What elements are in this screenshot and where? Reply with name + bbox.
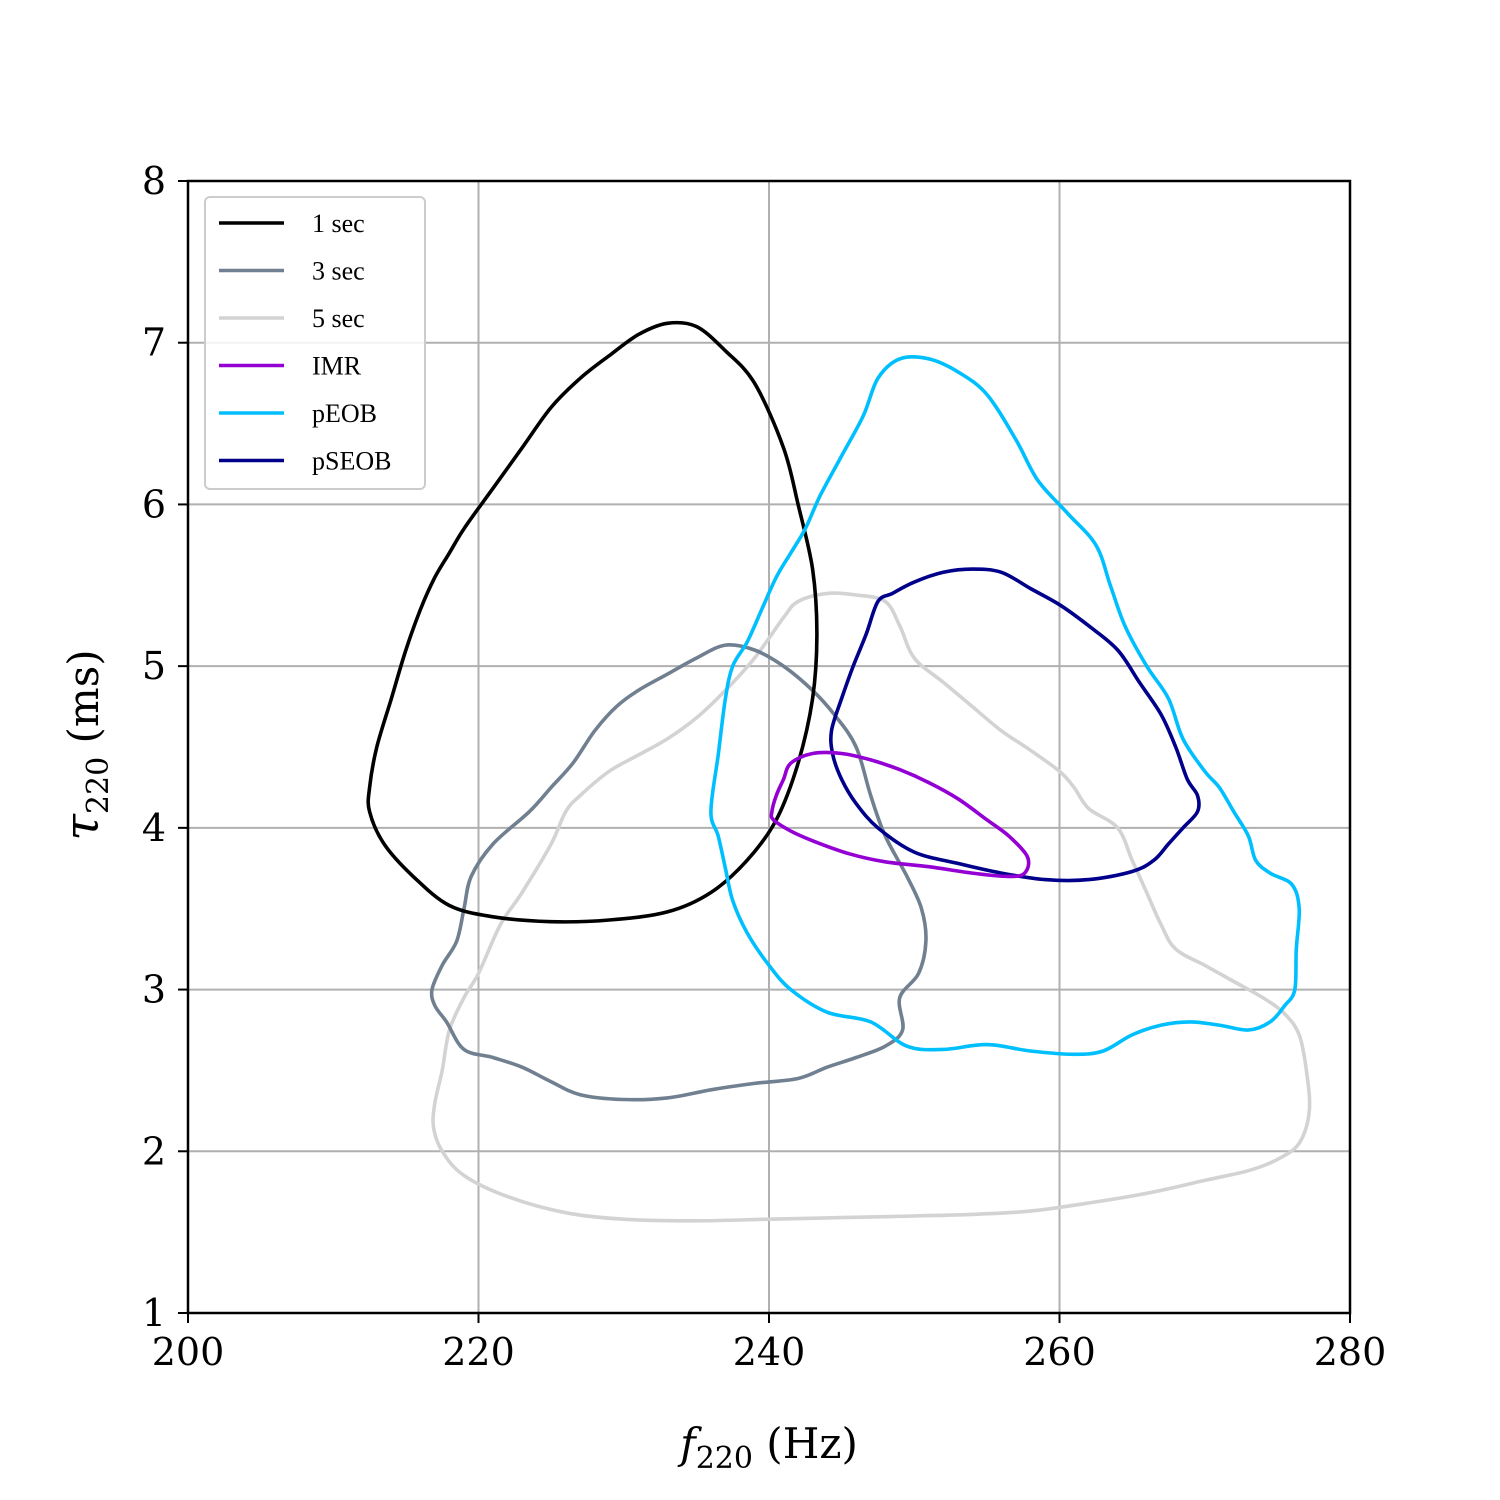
y-axis-subscript: 220: [81, 757, 116, 814]
grid: [187, 180, 1351, 1314]
legend-label-pseob: pSEOB: [312, 447, 391, 476]
contour-peob: [709, 355, 1302, 1057]
x-tick-label: 200: [152, 1330, 225, 1374]
y-tick-label: 5: [142, 644, 166, 688]
y-tick-label: 3: [142, 968, 166, 1012]
x-tick-label: 280: [1314, 1330, 1387, 1374]
axis-ticks: 200 220 240 260 280 1 2 3 4 5 6 7 8: [142, 159, 1386, 1374]
legend-label-peob: pEOB: [312, 399, 377, 428]
y-axis-symbol: τ: [54, 813, 110, 841]
x-tick-label: 220: [442, 1330, 515, 1374]
legend-label-imr: IMR: [312, 352, 362, 381]
legend-label-5-sec: 5 sec: [312, 304, 365, 333]
contour-series: [366, 320, 1312, 1223]
legend-box: [204, 196, 426, 490]
y-tick-label: 8: [142, 159, 166, 203]
y-tick-label: 7: [142, 321, 166, 365]
legend: 1 sec 3 sec 5 sec IMR pEOB pSEOB: [204, 196, 426, 490]
x-tick-label: 240: [733, 1330, 806, 1374]
y-tick-label: 2: [142, 1129, 166, 1173]
x-axis-label: f220 (Hz): [677, 1419, 858, 1476]
legend-items: 1 sec 3 sec 5 sec IMR pEOB pSEOB: [219, 209, 391, 476]
y-axis-label: τ220 (ms): [54, 649, 116, 840]
contour-imr: [769, 750, 1031, 879]
contour-1-sec: [366, 320, 819, 924]
y-tick-label: 6: [142, 482, 166, 526]
x-tick-label: 260: [1023, 1330, 1096, 1374]
contour-5-sec: [431, 591, 1312, 1223]
y-axis-unit: (ms): [59, 649, 108, 757]
legend-label-1-sec: 1 sec: [312, 209, 365, 238]
y-tick-label: 1: [142, 1291, 166, 1335]
x-axis-unit: (Hz): [753, 1419, 858, 1468]
x-axis-subscript: 220: [696, 1441, 753, 1476]
y-tick-label: 4: [142, 806, 166, 850]
contour-pseob: [829, 567, 1201, 883]
legend-label-3-sec: 3 sec: [312, 257, 365, 286]
contour-3-sec: [429, 642, 928, 1102]
